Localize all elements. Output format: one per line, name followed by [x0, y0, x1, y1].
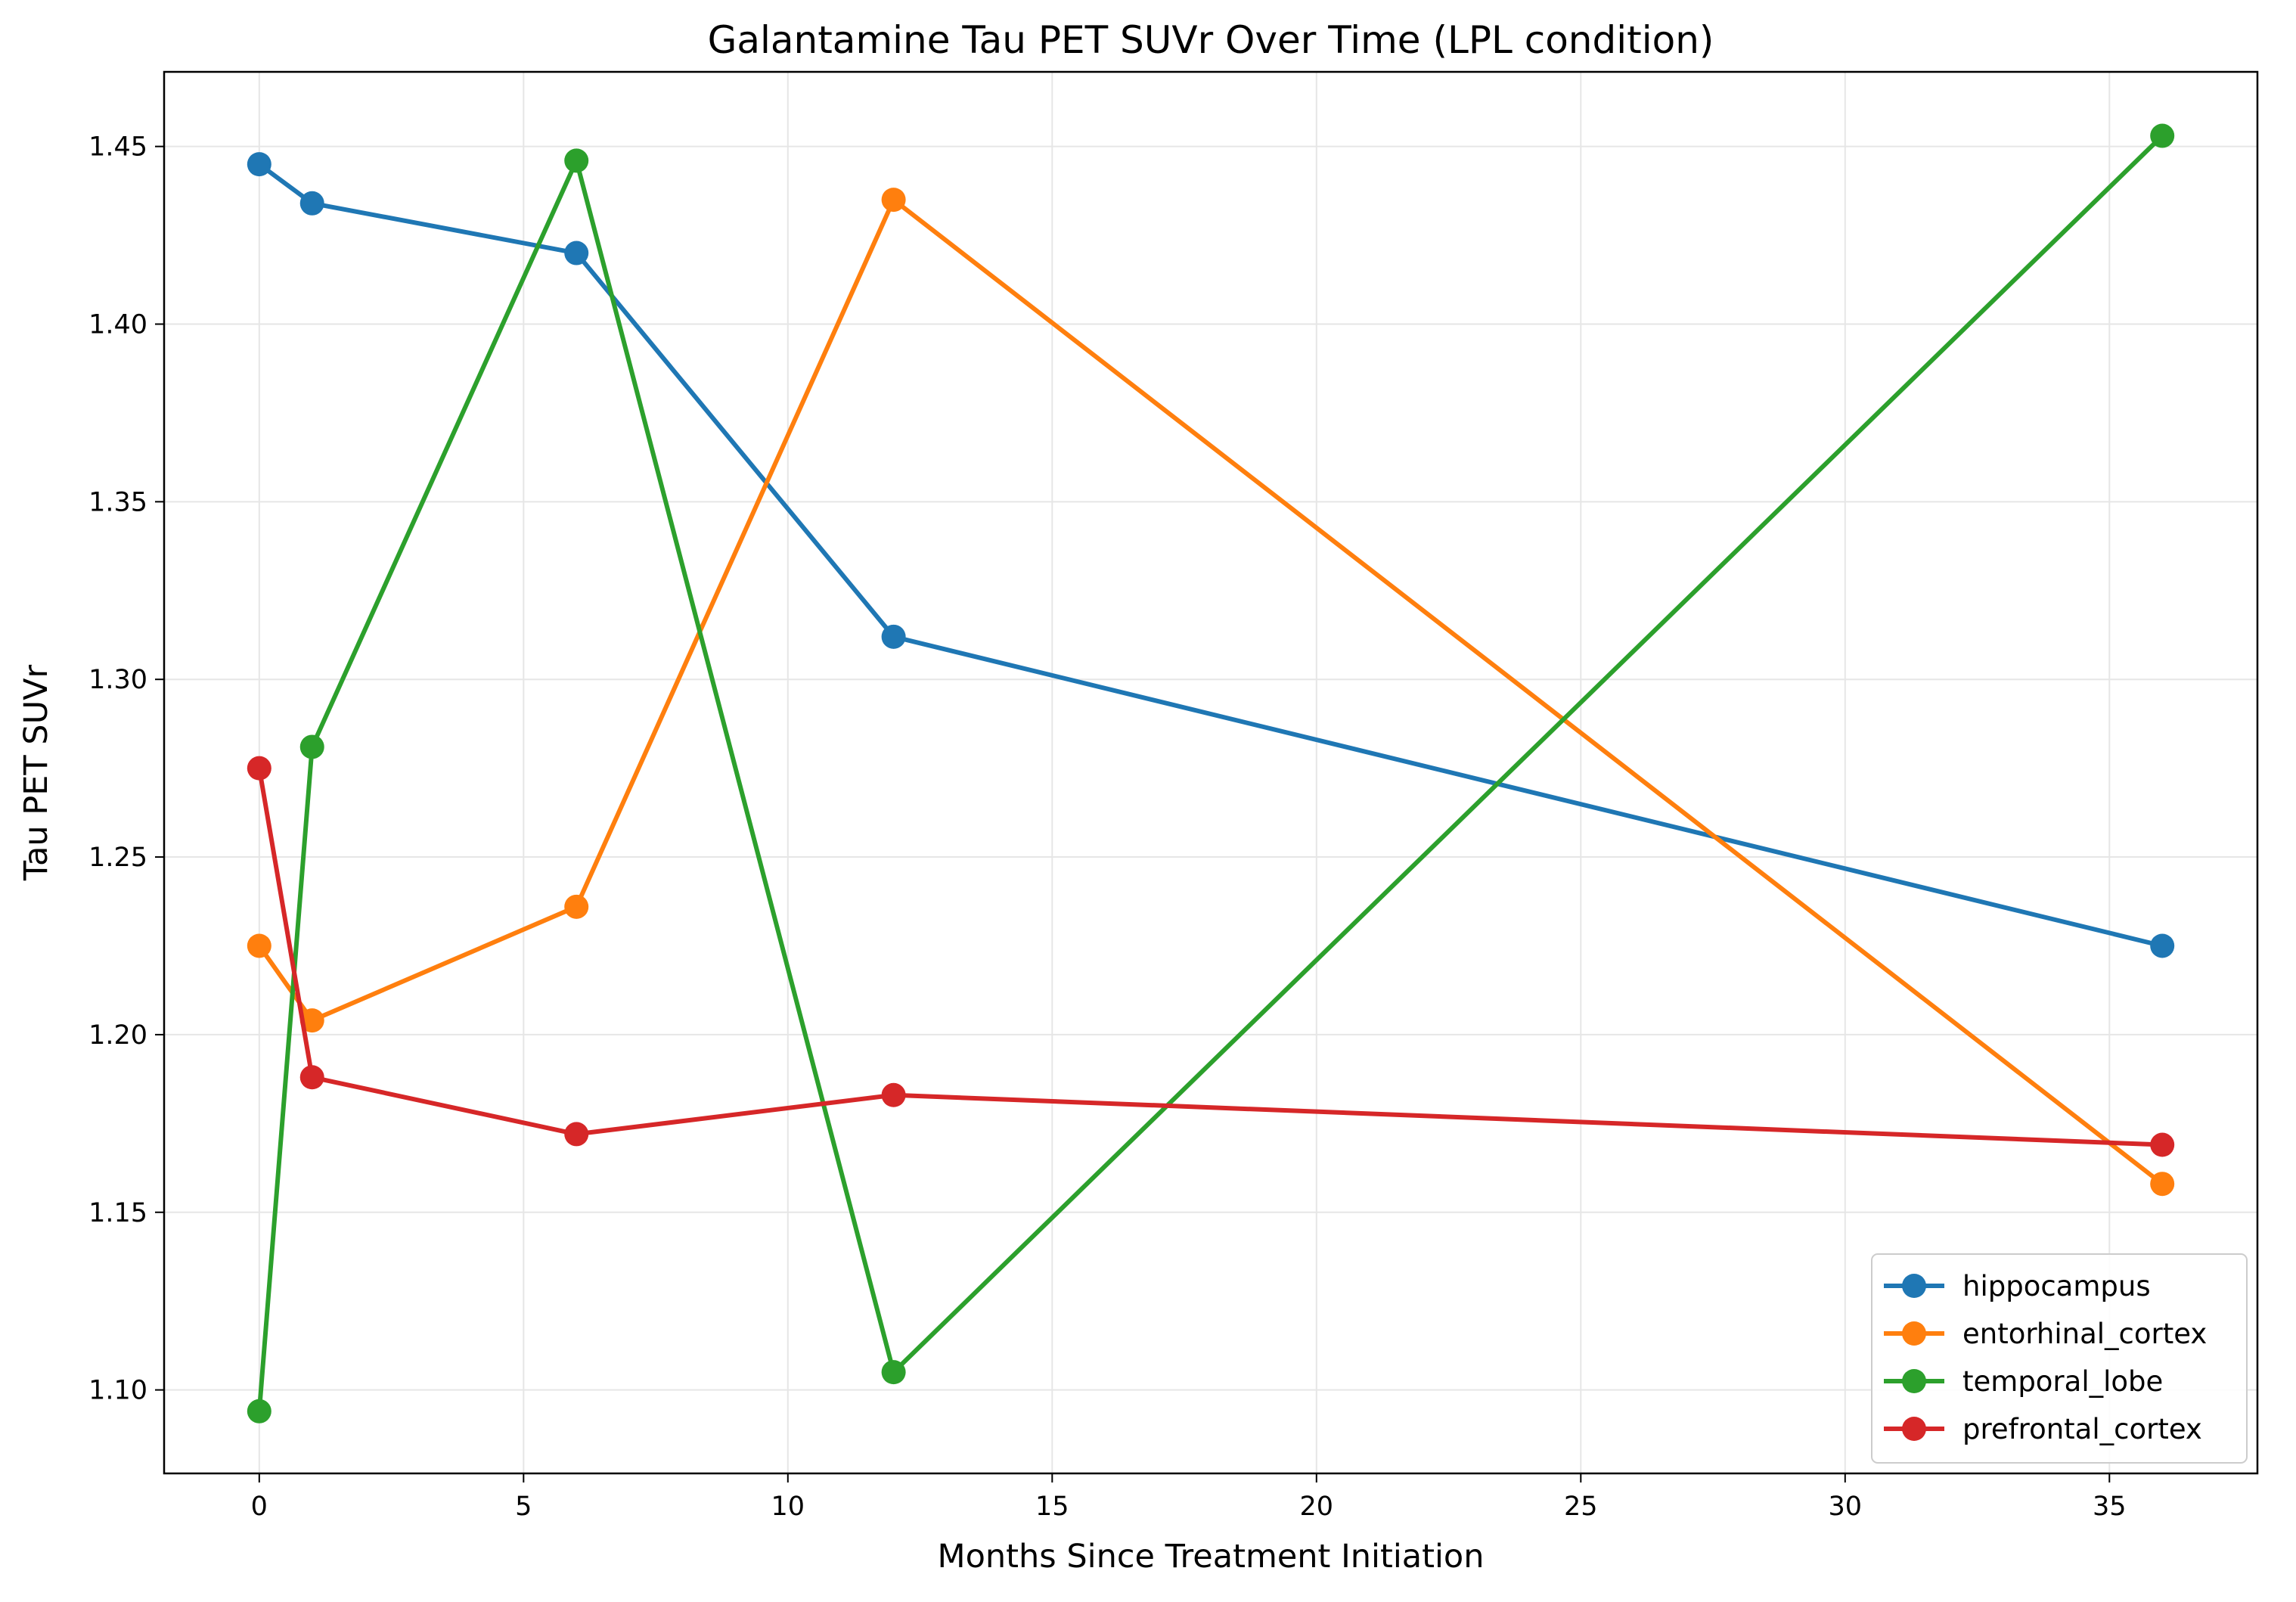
legend-marker — [1902, 1274, 1926, 1298]
data-point-temporal-lobe — [564, 148, 589, 173]
data-point-temporal-lobe — [247, 1399, 271, 1423]
legend-item-temporal-lobe: temporal_lobe — [1884, 1365, 2163, 1398]
y-tick-label: 1.20 — [88, 1020, 147, 1051]
data-point-prefrontal-cortex — [299, 1065, 324, 1090]
x-tick-label: 25 — [1564, 1492, 1598, 1522]
legend-marker — [1902, 1321, 1926, 1346]
legend-label: entorhinal_cortex — [1962, 1318, 2207, 1350]
legend-label: hippocampus — [1962, 1270, 2151, 1302]
legend-label: prefrontal_cortex — [1962, 1413, 2202, 1445]
data-point-entorhinal-cortex — [564, 894, 589, 919]
legend-marker — [1902, 1369, 1926, 1393]
x-axis-label: Months Since Treatment Initiation — [938, 1538, 1485, 1576]
series-prefrontal-cortex — [247, 756, 2175, 1157]
x-tick-label: 5 — [515, 1492, 532, 1522]
data-point-temporal-lobe — [2150, 123, 2175, 148]
data-point-hippocampus — [2150, 933, 2175, 958]
y-tick-label: 1.35 — [88, 487, 147, 517]
legend: hippocampus entorhinal_cortex temporal_lob… — [1871, 1253, 2248, 1464]
x-tick-label: 20 — [1300, 1492, 1334, 1522]
x-tick-label: 0 — [251, 1492, 268, 1522]
legend-box — [1871, 1253, 2248, 1464]
data-point-hippocampus — [564, 241, 589, 265]
y-tick-label: 1.40 — [88, 309, 147, 340]
y-tick-label: 1.30 — [88, 665, 147, 695]
ticks: 0 5 10 15 20 25 30 35 1.10 1.15 1.20 1.25 1.30 1.35 1.… — [88, 132, 2126, 1522]
legend-marker — [1902, 1417, 1926, 1441]
data-point-temporal-lobe — [299, 734, 324, 759]
data-point-prefrontal-cortex — [2150, 1132, 2175, 1157]
y-tick-label: 1.15 — [88, 1198, 147, 1228]
data-point-hippocampus — [299, 191, 324, 216]
data-point-entorhinal-cortex — [299, 1008, 324, 1033]
data-point-entorhinal-cortex — [247, 933, 271, 958]
y-tick-label: 1.45 — [88, 132, 147, 163]
x-tick-label: 35 — [2093, 1492, 2127, 1522]
series-hippocampus — [247, 152, 2175, 958]
grid — [164, 72, 2257, 1473]
data-point-hippocampus — [247, 152, 271, 177]
legend-item-hippocampus: hippocampus — [1884, 1270, 2151, 1302]
y-axis-label: Tau PET SUVr — [17, 665, 55, 882]
data-point-prefrontal-cortex — [247, 756, 271, 781]
data-point-entorhinal-cortex — [2150, 1172, 2175, 1197]
chart-title: Galantamine Tau PET SUVr Over Time (LPL … — [708, 18, 1714, 62]
data-point-hippocampus — [881, 624, 906, 649]
y-tick-label: 1.10 — [88, 1376, 147, 1406]
x-tick-label: 15 — [1035, 1492, 1069, 1522]
data-point-temporal-lobe — [881, 1360, 906, 1385]
legend-item-entorhinal-cortex: entorhinal_cortex — [1884, 1318, 2207, 1350]
x-tick-label: 10 — [771, 1492, 805, 1522]
data-point-entorhinal-cortex — [881, 188, 906, 213]
data-point-prefrontal-cortex — [564, 1122, 589, 1147]
data-point-prefrontal-cortex — [881, 1082, 906, 1107]
legend-label: temporal_lobe — [1962, 1365, 2163, 1398]
y-tick-label: 1.25 — [88, 843, 147, 873]
x-tick-label: 30 — [1829, 1492, 1863, 1522]
plot-frame — [163, 70, 2259, 1475]
legend-item-prefrontal-cortex: prefrontal_cortex — [1884, 1413, 2202, 1445]
series-layer — [247, 123, 2175, 1423]
